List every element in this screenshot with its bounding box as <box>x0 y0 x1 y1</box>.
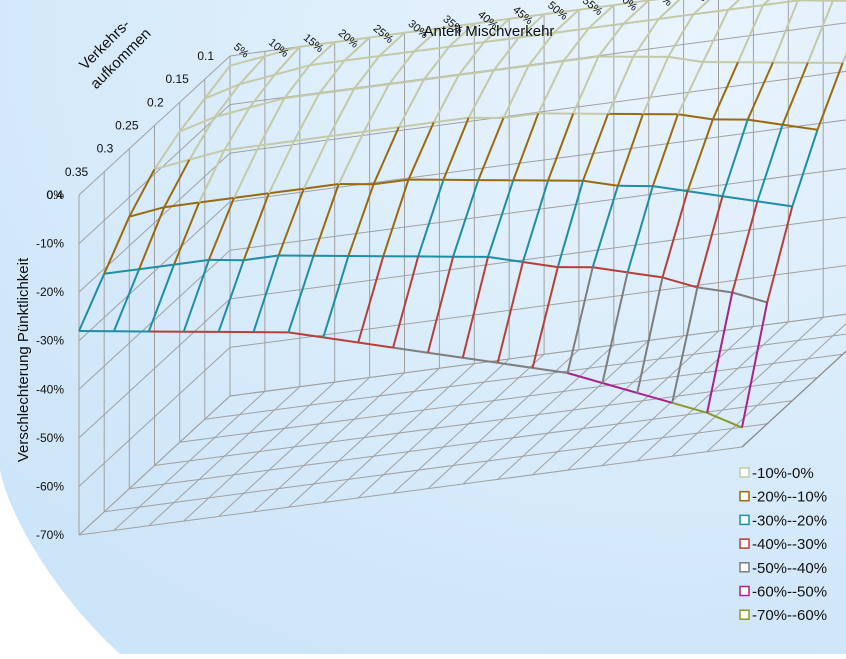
depth-tick-label: 0.1 <box>197 49 214 63</box>
y-tick-label: -30% <box>36 334 64 348</box>
legend-item: -20%--10% <box>740 489 827 506</box>
legend-swatch <box>740 515 749 524</box>
legend-label: -20%--10% <box>752 489 827 506</box>
legend-swatch <box>740 539 749 548</box>
chart-legend: -10%-0% -20%--10% -30%--20% -40%--30% -50%--… <box>740 465 827 624</box>
y-axis-title: Verschlechterung Pünktlichkeit <box>15 257 32 462</box>
depth-tick-label: 0.4 <box>46 188 63 202</box>
depth-tick-label: 0.2 <box>147 95 164 109</box>
legend-label: -50%--40% <box>752 560 827 577</box>
legend-item: -50%--40% <box>740 560 827 577</box>
legend-item: -30%--20% <box>740 512 827 529</box>
legend-item: -10%-0% <box>740 465 814 482</box>
legend-swatch <box>740 492 749 501</box>
legend-label: -30%--20% <box>752 512 827 529</box>
legend-label: -10%-0% <box>752 465 814 482</box>
depth-tick-label: 0.35 <box>65 165 89 179</box>
y-tick-label: -40% <box>36 382 64 396</box>
depth-tick-label: 0.25 <box>115 119 139 133</box>
y-tick-label: -20% <box>36 285 64 299</box>
legend-item: -70%--60% <box>740 607 827 624</box>
legend-item: -60%--50% <box>740 584 827 601</box>
legend-label: -70%--60% <box>752 607 827 624</box>
legend-label: -40%--30% <box>752 536 827 553</box>
y-tick-label: -50% <box>36 431 64 445</box>
legend-swatch <box>740 563 749 572</box>
legend-swatch <box>740 610 749 619</box>
legend-item: -40%--30% <box>740 536 827 553</box>
legend-label: -60%--50% <box>752 584 827 601</box>
legend-swatch <box>740 587 749 596</box>
y-tick-label: -10% <box>36 237 64 251</box>
y-tick-label: -70% <box>36 528 64 542</box>
depth-tick-label: 0.3 <box>97 142 114 156</box>
legend-swatch <box>740 468 749 477</box>
depth-tick-label: 0.15 <box>165 72 189 86</box>
x-axis-title: Anteil Mischverkehr <box>424 23 555 40</box>
y-tick-label: -60% <box>36 479 64 493</box>
